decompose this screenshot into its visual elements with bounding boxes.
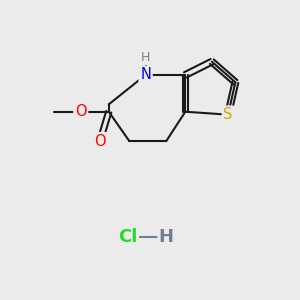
Text: S: S xyxy=(223,107,233,122)
Text: Cl: Cl xyxy=(118,228,138,246)
Text: N: N xyxy=(140,68,151,82)
Text: O: O xyxy=(75,104,87,119)
Text: H: H xyxy=(159,228,174,246)
Text: O: O xyxy=(94,134,106,149)
Text: H: H xyxy=(141,51,150,64)
